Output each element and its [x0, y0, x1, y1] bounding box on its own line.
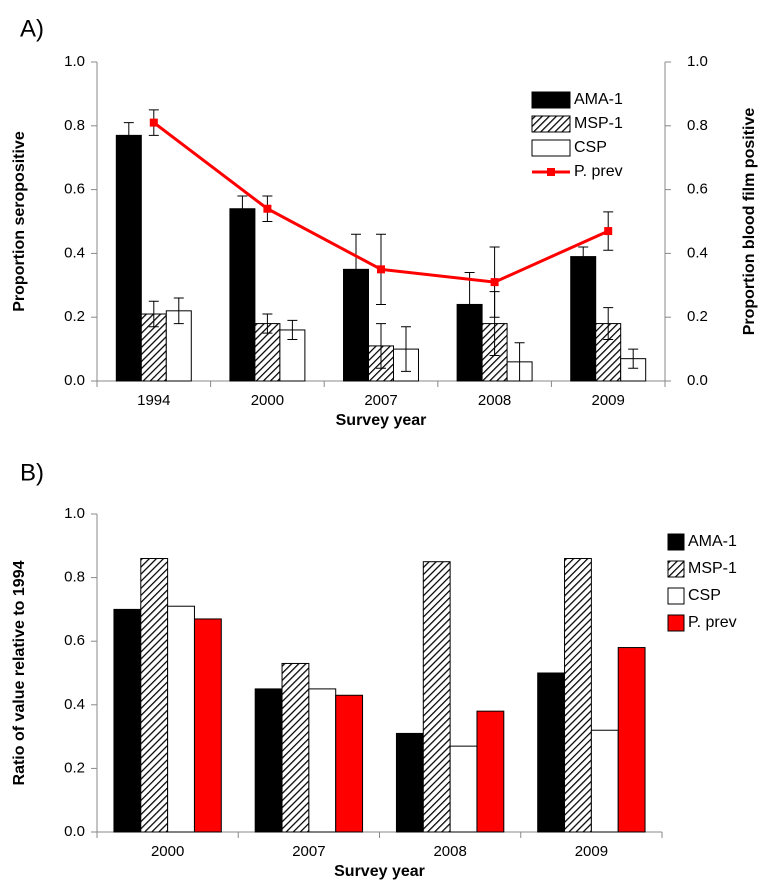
error-bar: [262, 313, 273, 334]
bar: [449, 745, 478, 833]
y2-axis-title: Proportion blood film positive: [741, 108, 758, 336]
legend-label: MSP-1: [688, 560, 737, 577]
error-bar: [123, 122, 134, 149]
legend-swatch: [667, 533, 685, 551]
bar: [113, 608, 142, 833]
y-tick-label: 0.2: [64, 308, 85, 325]
legend-label: AMA-1: [688, 533, 737, 550]
error-bar: [603, 307, 614, 341]
x-tick-label: 2007: [292, 843, 325, 860]
legend-swatch: [667, 614, 685, 632]
error-bar: [351, 233, 362, 305]
y-tick-label: 1.0: [64, 53, 85, 70]
y-tick-label: 0.0: [64, 372, 85, 389]
legend-swatch: [667, 587, 685, 605]
bar: [590, 729, 619, 833]
legend-swatch: [531, 115, 571, 133]
y2-tick-label: 0.8: [687, 117, 708, 134]
marker: [377, 265, 385, 274]
y-tick-label: 0.4: [64, 696, 85, 713]
panel-label: B): [20, 459, 44, 486]
x-tick-label: 2008: [433, 843, 466, 860]
error-bar: [514, 342, 525, 382]
y-tick-label: 0.8: [64, 117, 85, 134]
marker: [490, 278, 499, 287]
x-tick-label: 2009: [575, 843, 608, 860]
y2-tick-label: 0.6: [687, 181, 708, 198]
bar: [335, 694, 364, 833]
marker: [604, 227, 613, 236]
bar: [537, 672, 566, 833]
x-tick-label: 2009: [592, 392, 625, 409]
x-axis-title: Survey year: [336, 412, 427, 429]
panel-label: A): [20, 15, 44, 42]
legend-label: CSP: [574, 139, 607, 156]
legend-label: CSP: [688, 587, 721, 604]
legend-swatch: [667, 560, 685, 578]
legend-label: P. prev: [688, 614, 737, 631]
x-tick-label: 2000: [151, 843, 184, 860]
error-bar: [173, 297, 184, 325]
bar: [254, 323, 281, 382]
error-bar: [148, 300, 159, 328]
x-axis-title: Survey year: [334, 863, 425, 880]
bar: [617, 647, 646, 833]
bar: [422, 561, 451, 833]
y2-tick-label: 0.2: [687, 308, 708, 325]
bar: [570, 256, 597, 382]
bar: [115, 134, 142, 382]
marker: [263, 204, 272, 213]
legend-swatch: [547, 168, 555, 176]
y2-tick-label: 0.4: [687, 244, 708, 261]
error-bar: [400, 326, 411, 372]
bar: [281, 662, 310, 833]
bar: [564, 558, 592, 833]
error-bar: [237, 195, 248, 222]
y-tick-label: 0.0: [64, 823, 85, 840]
x-tick-label: 1994: [137, 392, 170, 409]
y2-tick-label: 0.0: [687, 372, 708, 389]
y-axis-title: Proportion seropositive: [11, 131, 28, 312]
error-bar: [578, 246, 589, 267]
bar: [395, 732, 424, 833]
error-bar: [376, 323, 386, 369]
legend-label: MSP-1: [574, 115, 623, 132]
bar: [140, 558, 169, 833]
y-tick-label: 0.2: [64, 759, 85, 776]
x-tick-label: 2000: [251, 392, 284, 409]
y2-tick-label: 1.0: [687, 53, 708, 70]
bar: [167, 605, 195, 833]
error-bar: [464, 272, 475, 337]
error-bar: [287, 319, 298, 341]
y-tick-label: 1.0: [64, 505, 85, 522]
bar: [308, 688, 337, 833]
bar: [476, 710, 505, 833]
y-tick-label: 0.6: [64, 181, 85, 198]
y-axis-title: Ratio of value relative to 1994: [11, 560, 28, 785]
bar: [193, 618, 222, 833]
legend-swatch: [531, 139, 571, 157]
error-bar: [628, 348, 639, 369]
bar: [254, 688, 283, 833]
bar: [229, 208, 256, 382]
legend-swatch: [531, 91, 571, 109]
x-tick-label: 2007: [364, 392, 397, 409]
y-tick-label: 0.4: [64, 244, 85, 261]
x-tick-label: 2008: [478, 392, 511, 409]
legend-label: AMA-1: [574, 91, 623, 108]
y-tick-label: 0.8: [64, 569, 85, 586]
legend-label: P. prev: [574, 163, 623, 180]
marker: [149, 118, 158, 127]
y-tick-label: 0.6: [64, 632, 85, 649]
